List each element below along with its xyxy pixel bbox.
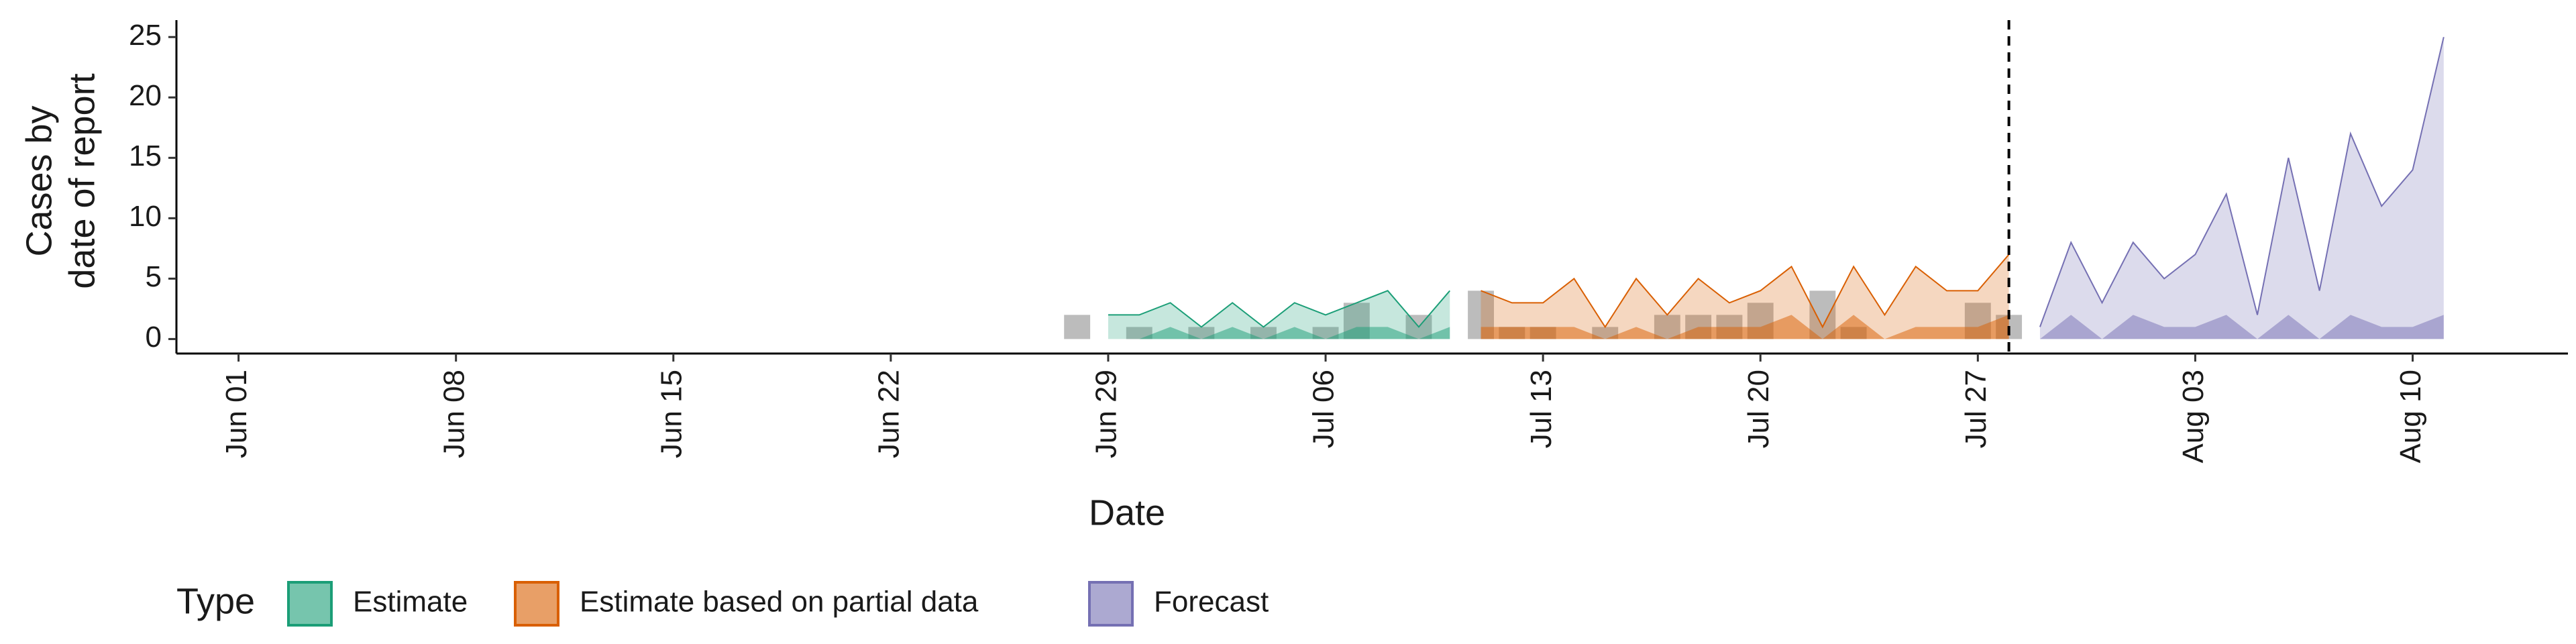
- reported-bar: [1250, 327, 1277, 339]
- x-tick-label: Jul 13: [1525, 370, 1558, 448]
- x-tick-label: Jun 15: [655, 370, 688, 458]
- reported-bar: [1654, 315, 1680, 339]
- y-tick-label: 0: [146, 321, 162, 354]
- legend-label: Forecast: [1154, 586, 1269, 619]
- legend-key: [1088, 581, 1134, 627]
- y-tick-label: 20: [129, 79, 162, 112]
- legend-key: [514, 581, 559, 627]
- ribbon-inner: [1108, 327, 1450, 339]
- x-tick-label: Aug 10: [2394, 370, 2427, 463]
- y-tick-label: 15: [129, 140, 162, 172]
- x-tick-label: Aug 03: [2177, 370, 2210, 463]
- reported-bar: [1592, 327, 1619, 339]
- legend-title: Type: [176, 581, 255, 621]
- legend-key: [287, 581, 333, 627]
- ribbon-outer: [2039, 37, 2444, 339]
- reported-bar: [1809, 290, 1836, 339]
- x-tick-label: Jun 01: [220, 370, 253, 458]
- legend-label: Estimate based on partial data: [580, 586, 979, 619]
- ribbon-inner: [2039, 315, 2444, 339]
- y-tick-label: 10: [129, 200, 162, 233]
- y-axis-title: Cases by: [19, 105, 59, 256]
- ribbon-edge: [2039, 36, 2445, 327]
- reported-bar: [1064, 315, 1091, 339]
- ribbon-edge: [1481, 254, 2010, 329]
- ribbon-inner: [1481, 315, 2009, 339]
- reported-bar: [1312, 327, 1339, 339]
- legend-label: Estimate: [353, 586, 468, 619]
- reported-bar: [1126, 327, 1152, 339]
- y-axis-title: date of report: [62, 73, 102, 288]
- x-tick-label: Jul 20: [1742, 370, 1775, 448]
- reported-bar: [1188, 327, 1215, 339]
- y-tick-label: 5: [146, 260, 162, 293]
- ribbon-edge: [1108, 290, 1451, 328]
- x-axis-title: Date: [1089, 492, 1165, 533]
- x-tick-label: Jul 27: [1960, 370, 1992, 448]
- x-tick-label: Jun 22: [872, 370, 905, 458]
- x-tick-label: Jun 08: [437, 370, 470, 458]
- x-tick-label: Jun 29: [1090, 370, 1123, 458]
- y-tick-label: 25: [129, 19, 162, 52]
- x-tick-label: Jul 06: [1307, 370, 1340, 448]
